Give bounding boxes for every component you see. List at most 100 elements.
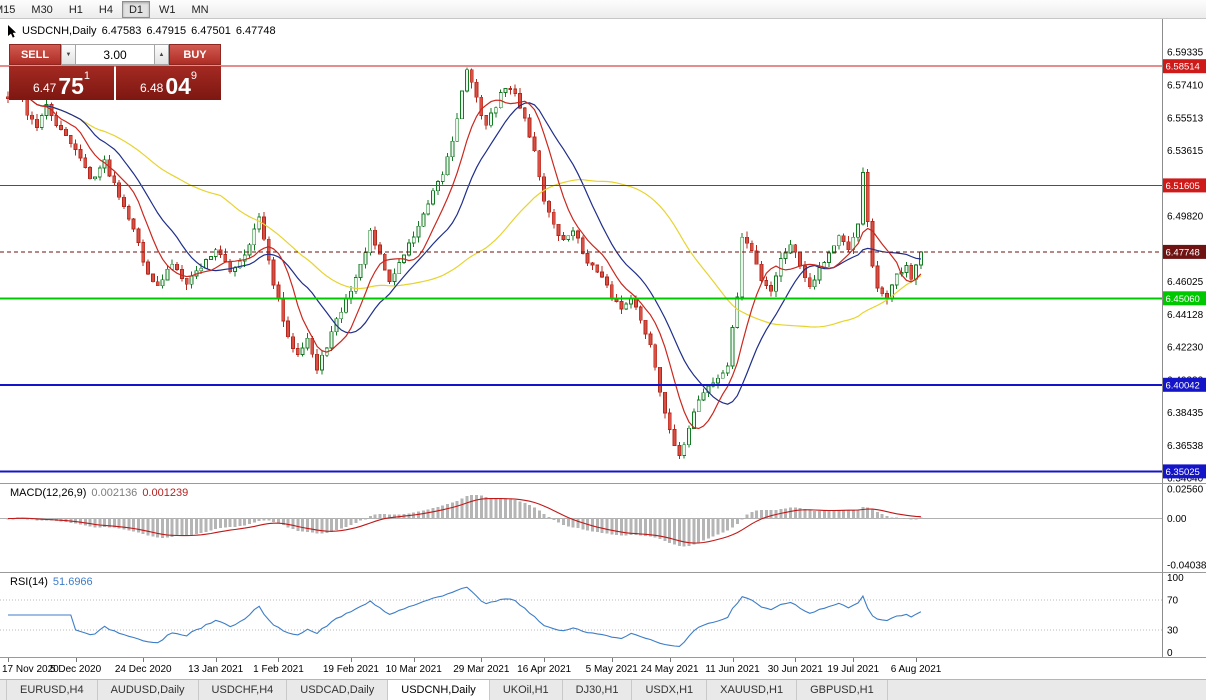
ma-line-16: [7, 90, 921, 405]
svg-text:0.00: 0.00: [1167, 514, 1187, 525]
ohlc-open: 6.47583: [101, 25, 142, 37]
svg-text:6.40042: 6.40042: [1166, 380, 1200, 391]
rsi-value: 51.6966: [52, 576, 93, 588]
one-click-trading-panel: SELL ▼ ▲ BUY 6.47 75 1 6.48 04 9: [9, 44, 221, 100]
price-tag: 6.45060: [1163, 291, 1206, 306]
rsi-line: [8, 586, 922, 647]
time-axis-label: 29 Mar 2021: [453, 664, 510, 675]
svg-text:0.02560: 0.02560: [1167, 485, 1204, 496]
rsi-chart[interactable]: 100 70 30 0: [0, 573, 1206, 657]
time-axis-tick: [75, 658, 77, 662]
timeframe-d1-button[interactable]: D1: [121, 0, 150, 18]
lot-size-input[interactable]: [76, 44, 154, 65]
svg-text:70: 70: [1167, 595, 1179, 606]
sell-price-big: 75: [58, 73, 84, 99]
chart-ohlc-line: USDCNH,Daily 6.47583 6.47915 6.47501 6.47748: [22, 25, 281, 37]
buy-button[interactable]: BUY: [169, 44, 221, 65]
ohlc-low: 6.47501: [191, 25, 231, 37]
tab-usdx-h1[interactable]: USDX,H1: [632, 680, 708, 700]
svg-text:6.36538: 6.36538: [1167, 441, 1204, 452]
svg-text:6.51605: 6.51605: [1166, 181, 1200, 192]
price-tag: 6.51605: [1163, 178, 1206, 193]
time-axis-label: 24 May 2021: [640, 664, 699, 675]
price-tag: 6.58514: [1163, 59, 1206, 74]
sell-price-sup: 1: [83, 70, 91, 82]
macd-value-main: 0.002136: [91, 487, 138, 499]
tab-ukoil-h1[interactable]: UKOil,H1: [490, 680, 563, 700]
svg-text:6.59335: 6.59335: [1167, 48, 1204, 59]
time-axis-tick: [350, 658, 352, 662]
svg-text:6.47748: 6.47748: [1166, 247, 1200, 258]
timeframe-h1-button[interactable]: H1: [62, 1, 90, 18]
macd-value-signal: 0.001239: [142, 487, 189, 499]
buy-price-big: 04: [165, 73, 191, 99]
sell-button[interactable]: SELL: [9, 44, 61, 65]
time-axis-tick: [413, 658, 415, 662]
lot-increase-button[interactable]: ▲: [154, 44, 169, 65]
lot-down-icon: ▼: [65, 51, 72, 58]
chart-symbol: USDCNH,Daily: [22, 25, 97, 37]
time-axis-tick: [732, 658, 734, 662]
time-axis-label: 19 Feb 2021: [322, 664, 380, 675]
svg-text:6.46025: 6.46025: [1167, 277, 1204, 288]
tab-gbpusd-h1[interactable]: GBPUSD,H1: [797, 680, 888, 700]
price-tag: 6.47748: [1163, 244, 1206, 259]
price-tag: 6.35025: [1163, 464, 1206, 479]
sell-price-display[interactable]: 6.47 75 1: [9, 66, 114, 100]
time-axis-tick: [481, 658, 483, 662]
svg-text:6.42230: 6.42230: [1167, 343, 1204, 354]
time-axis[interactable]: 17 Nov 2020 5 Dec 2020 24 Dec 2020 13 Jan 2…: [0, 657, 1206, 679]
tab-usdchf-h4[interactable]: USDCHF,H4: [199, 680, 288, 700]
ohlc-close: 6.47748: [235, 25, 276, 37]
time-axis-label: 16 Apr 2021: [517, 664, 572, 675]
timeframe-h4-button[interactable]: H4: [92, 1, 120, 18]
svg-text:6.57410: 6.57410: [1167, 81, 1204, 92]
buy-price-display[interactable]: 6.48 04 9: [116, 66, 221, 100]
svg-text:-0.04038: -0.04038: [1167, 560, 1206, 571]
svg-text:6.49820: 6.49820: [1167, 212, 1204, 223]
price-tag: 6.40042: [1163, 377, 1206, 392]
tab-eurusd-h4[interactable]: EURUSD,H4: [6, 680, 98, 700]
timeframe-m15-button[interactable]: M15: [0, 1, 22, 18]
time-axis-label: 6 Aug 2021: [890, 664, 942, 675]
macd-panel: 0.02560 0.00 -0.04038 MACD(12,26,9) 0.00213…: [0, 483, 1206, 572]
svg-text:100: 100: [1167, 573, 1184, 584]
tab-xauusd-h1[interactable]: XAUUSD,H1: [707, 680, 798, 700]
macd-chart[interactable]: 0.02560 0.00 -0.04038: [0, 484, 1206, 572]
tab-dj30-h1[interactable]: DJ30,H1: [563, 680, 633, 700]
sell-price-prefix: 6.47: [32, 81, 57, 95]
time-axis-label: 10 Mar 2021: [385, 664, 442, 675]
time-axis-label: 11 Jun 2021: [705, 664, 760, 675]
price-chart[interactable]: 6.59335 6.57410 6.55513 6.53615 6.49820 6.460…: [0, 19, 1206, 483]
time-axis-label: 17 Nov 2020: [2, 664, 59, 675]
tab-audusd-daily[interactable]: AUDUSD,Daily: [98, 680, 199, 700]
time-axis-tick: [669, 658, 671, 662]
svg-text:6.55513: 6.55513: [1167, 113, 1204, 124]
candles: [6, 67, 923, 459]
timeframe-toolbar: M15 M30 H1 H4 D1 W1 MN: [0, 0, 1206, 19]
time-axis-label: 19 Jul 2021: [827, 664, 880, 675]
timeframe-w1-button[interactable]: W1: [152, 1, 183, 18]
tab-usdcad-daily[interactable]: USDCAD,Daily: [287, 680, 389, 700]
time-axis-label: 1 Feb 2021: [253, 664, 304, 675]
time-axis-tick: [544, 658, 546, 662]
time-axis-label: 13 Jan 2021: [188, 664, 244, 675]
lot-decrease-button[interactable]: ▼: [61, 44, 76, 65]
ma-line-45: [7, 90, 922, 328]
buy-price-prefix: 6.48: [139, 81, 164, 95]
svg-text:6.53615: 6.53615: [1167, 146, 1204, 157]
ohlc-high: 6.47915: [146, 25, 187, 37]
moving-averages: [7, 90, 922, 430]
tab-usdcnh-daily[interactable]: USDCNH,Daily: [388, 680, 490, 700]
time-axis-label: 5 May 2021: [585, 664, 638, 675]
svg-text:6.35025: 6.35025: [1166, 467, 1200, 478]
rsi-label: RSI(14) 51.6966: [10, 576, 98, 588]
timeframe-m30-button[interactable]: M30: [24, 1, 59, 18]
rsi-name: RSI(14): [10, 576, 48, 588]
macd-label: MACD(12,26,9) 0.002136 0.001239: [10, 487, 193, 499]
cursor-icon: [8, 25, 16, 38]
lot-up-icon: ▲: [158, 51, 165, 58]
chart-tabs-bar: EURUSD,H4 AUDUSD,Daily USDCHF,H4 USDCAD,…: [0, 679, 1206, 700]
timeframe-mn-button[interactable]: MN: [185, 1, 216, 18]
time-axis-tick: [278, 658, 280, 662]
